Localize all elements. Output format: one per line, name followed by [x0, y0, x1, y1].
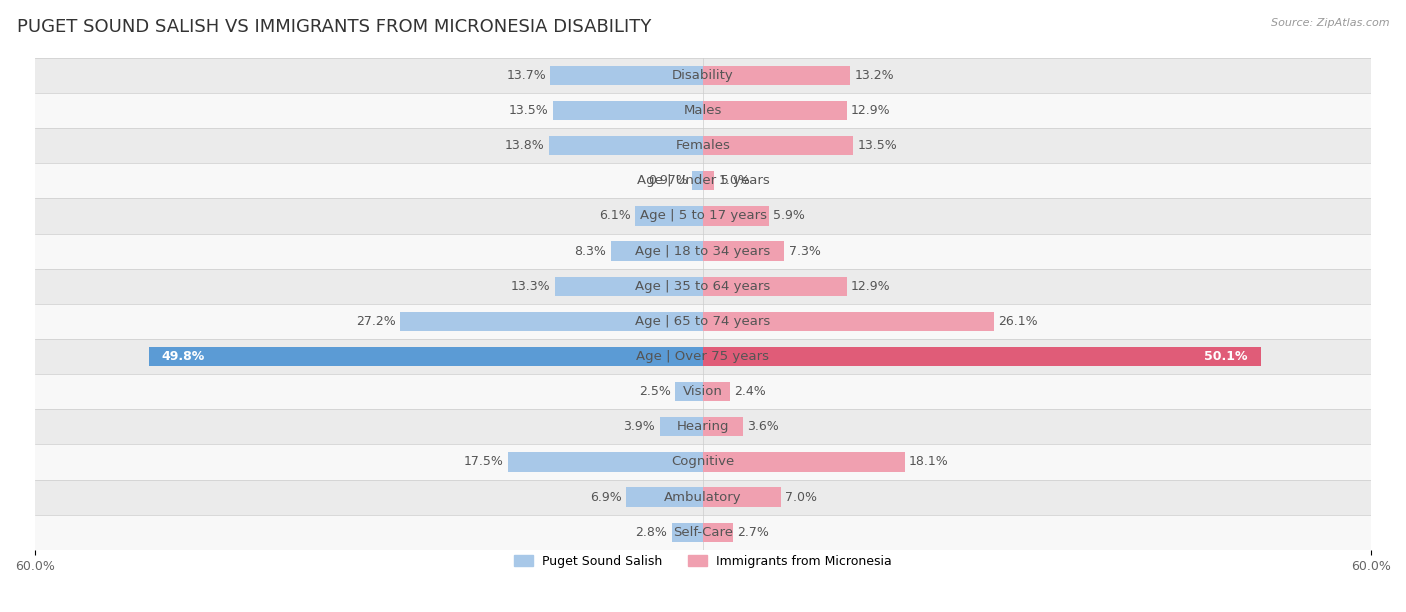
Text: 1.0%: 1.0% [718, 174, 751, 187]
Text: Self-Care: Self-Care [673, 526, 733, 539]
Bar [35, 128, 1371, 163]
Bar [35, 515, 1371, 550]
Bar [35, 198, 1371, 234]
Bar [401, 312, 703, 331]
Text: 27.2%: 27.2% [356, 315, 395, 328]
Text: Vision: Vision [683, 385, 723, 398]
Bar [703, 382, 730, 401]
Text: 13.5%: 13.5% [858, 139, 897, 152]
Text: Males: Males [683, 104, 723, 117]
Bar [35, 374, 1371, 409]
Bar [703, 312, 994, 331]
Bar [703, 523, 733, 542]
Bar [508, 452, 703, 472]
Bar [703, 136, 853, 155]
Text: Age | Under 5 years: Age | Under 5 years [637, 174, 769, 187]
Bar [703, 487, 780, 507]
Text: 6.9%: 6.9% [591, 491, 621, 504]
Bar [692, 171, 703, 190]
Bar [703, 65, 851, 85]
Bar [35, 409, 1371, 444]
Text: 13.5%: 13.5% [509, 104, 548, 117]
Text: 2.8%: 2.8% [636, 526, 668, 539]
Text: Age | Over 75 years: Age | Over 75 years [637, 350, 769, 363]
Bar [35, 444, 1371, 480]
Text: 7.0%: 7.0% [786, 491, 817, 504]
Text: 18.1%: 18.1% [910, 455, 949, 468]
Bar [551, 65, 703, 85]
Text: Hearing: Hearing [676, 420, 730, 433]
Text: Ambulatory: Ambulatory [664, 491, 742, 504]
Bar [703, 206, 769, 226]
Text: 5.9%: 5.9% [773, 209, 806, 223]
Text: 49.8%: 49.8% [162, 350, 205, 363]
Bar [672, 523, 703, 542]
Text: 0.97%: 0.97% [648, 174, 688, 187]
Bar [35, 58, 1371, 93]
Text: Age | 65 to 74 years: Age | 65 to 74 years [636, 315, 770, 328]
Text: 26.1%: 26.1% [998, 315, 1038, 328]
Bar [703, 277, 846, 296]
Text: 8.3%: 8.3% [574, 245, 606, 258]
Bar [555, 277, 703, 296]
Text: Age | 18 to 34 years: Age | 18 to 34 years [636, 245, 770, 258]
Text: Age | 35 to 64 years: Age | 35 to 64 years [636, 280, 770, 293]
Bar [703, 242, 785, 261]
Bar [703, 347, 1261, 366]
Text: PUGET SOUND SALISH VS IMMIGRANTS FROM MICRONESIA DISABILITY: PUGET SOUND SALISH VS IMMIGRANTS FROM MI… [17, 18, 651, 36]
Text: 17.5%: 17.5% [464, 455, 503, 468]
Bar [703, 171, 714, 190]
Bar [675, 382, 703, 401]
Bar [626, 487, 703, 507]
Bar [35, 93, 1371, 128]
Bar [35, 234, 1371, 269]
Text: 2.4%: 2.4% [734, 385, 766, 398]
Text: 6.1%: 6.1% [599, 209, 631, 223]
Text: 13.7%: 13.7% [506, 69, 546, 82]
Bar [703, 417, 744, 436]
Text: 2.7%: 2.7% [738, 526, 769, 539]
Text: 13.2%: 13.2% [855, 69, 894, 82]
Text: 2.5%: 2.5% [638, 385, 671, 398]
Text: Cognitive: Cognitive [672, 455, 734, 468]
Text: 12.9%: 12.9% [851, 280, 891, 293]
Text: Females: Females [675, 139, 731, 152]
Text: 3.6%: 3.6% [748, 420, 779, 433]
Bar [703, 452, 904, 472]
Text: 13.8%: 13.8% [505, 139, 546, 152]
Bar [659, 417, 703, 436]
Bar [35, 339, 1371, 374]
Bar [35, 480, 1371, 515]
Text: 50.1%: 50.1% [1204, 350, 1247, 363]
Bar [149, 347, 703, 366]
Bar [636, 206, 703, 226]
Text: Disability: Disability [672, 69, 734, 82]
Bar [703, 101, 846, 120]
Text: 7.3%: 7.3% [789, 245, 821, 258]
Bar [550, 136, 703, 155]
Bar [610, 242, 703, 261]
Bar [553, 101, 703, 120]
Text: Age | 5 to 17 years: Age | 5 to 17 years [640, 209, 766, 223]
Text: 13.3%: 13.3% [510, 280, 551, 293]
Legend: Puget Sound Salish, Immigrants from Micronesia: Puget Sound Salish, Immigrants from Micr… [509, 550, 897, 573]
Bar [35, 163, 1371, 198]
Text: 12.9%: 12.9% [851, 104, 891, 117]
Bar [35, 304, 1371, 339]
Bar [35, 269, 1371, 304]
Text: 3.9%: 3.9% [623, 420, 655, 433]
Text: Source: ZipAtlas.com: Source: ZipAtlas.com [1271, 18, 1389, 28]
